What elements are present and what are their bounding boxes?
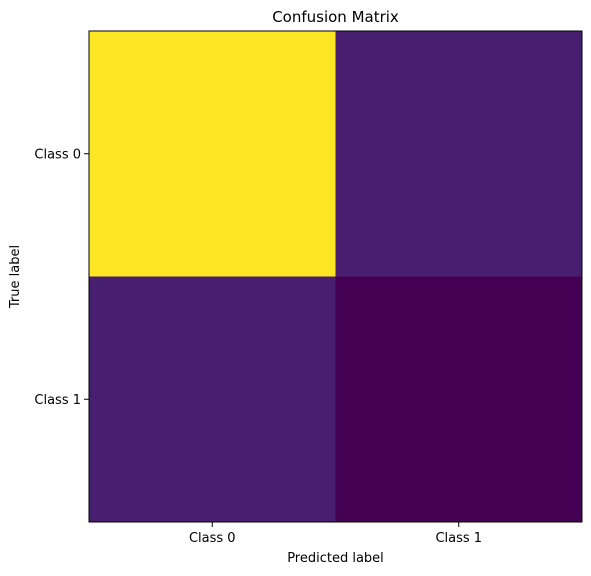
heatmap-cell-1-1 [335,276,582,522]
y-tick-label-1: Class 1 [34,393,81,408]
y-axis-ticks: Class 0 Class 1 [34,147,89,408]
x-axis-ticks: Class 0 Class 1 [189,522,482,546]
x-tick-label-1: Class 1 [435,531,482,546]
plot-frame [88,30,583,523]
x-axis-label: Predicted label [287,551,384,566]
y-tick-label-0: Class 0 [34,147,81,162]
x-tick-label-0: Class 0 [189,531,236,546]
heatmap-cell-0-0 [89,31,336,277]
chart-title: Confusion Matrix [272,8,399,26]
heatmap-cell-1-0 [89,276,336,522]
y-axis-label: True label [8,245,23,309]
heatmap-cell-0-1 [335,31,582,277]
heatmap-cells [89,31,582,522]
